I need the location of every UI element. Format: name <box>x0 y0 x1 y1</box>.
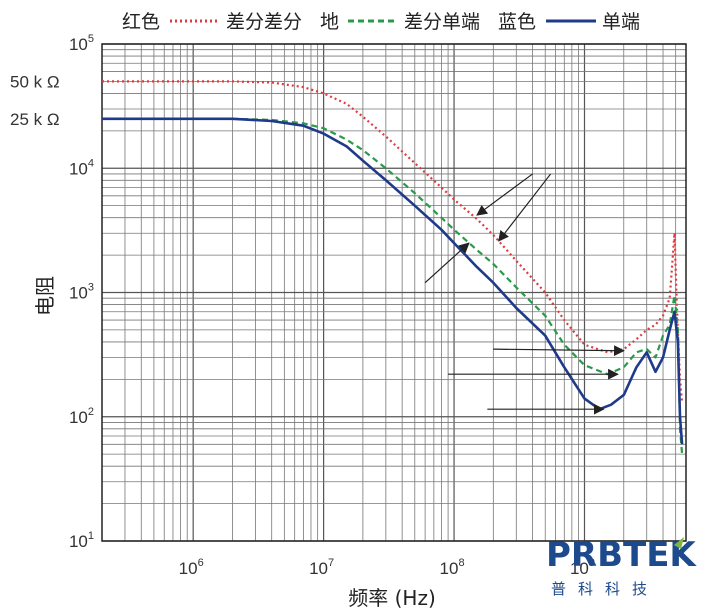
y-tick-label: 103 <box>69 282 94 303</box>
level-annotation: 25 k Ω <box>10 110 60 129</box>
plot-frame <box>101 43 687 542</box>
legend-series-name: 差分差分 <box>226 11 302 33</box>
x-tick-label: 109 <box>570 557 595 578</box>
annotation-arrow <box>476 173 533 216</box>
legend-color-label: 红色 <box>122 11 160 33</box>
x-axis-label: 频率 (Hz) <box>348 586 436 610</box>
legend-color-label: 蓝色 <box>498 11 536 33</box>
legend: 红色 差分差分地 差分单端 蓝色 单端 <box>122 11 640 33</box>
logo-leaf-icon <box>674 537 684 549</box>
annotation-arrow <box>493 345 625 356</box>
x-tick-label: 107 <box>309 557 334 578</box>
legend-series-name: 单端 <box>602 11 640 33</box>
logo: PRBTEK 普科科技 <box>546 535 697 598</box>
legend-color-label: 地 <box>320 11 339 33</box>
annotation-arrow <box>424 242 470 284</box>
level-annotation: 50 k Ω <box>10 72 60 91</box>
y-tick-label: 102 <box>69 406 94 427</box>
logo-subtitle: 普科科技 <box>551 580 659 598</box>
x-tick-label: 106 <box>179 557 204 578</box>
y-tick-label: 101 <box>69 530 94 551</box>
arrow-layer <box>424 173 625 415</box>
annotation-arrow <box>498 173 552 242</box>
grid <box>101 43 687 542</box>
logo-brand: PRBTEK <box>546 535 697 575</box>
series-line-3 <box>102 117 684 445</box>
series-line-1 <box>102 80 684 403</box>
y-tick-label: 104 <box>69 157 94 178</box>
legend-series-name: 差分单端 <box>404 11 480 33</box>
x-tick-label: 108 <box>440 557 465 578</box>
series-layer <box>102 80 684 455</box>
y-tick-label: 105 <box>69 33 94 54</box>
left-annotations: 50 k Ω 25 k Ω <box>10 72 60 128</box>
tick-labels: 106 107 108 109 101 102 103 104 105 <box>69 33 595 578</box>
y-axis-label: 电阻 <box>33 276 57 316</box>
